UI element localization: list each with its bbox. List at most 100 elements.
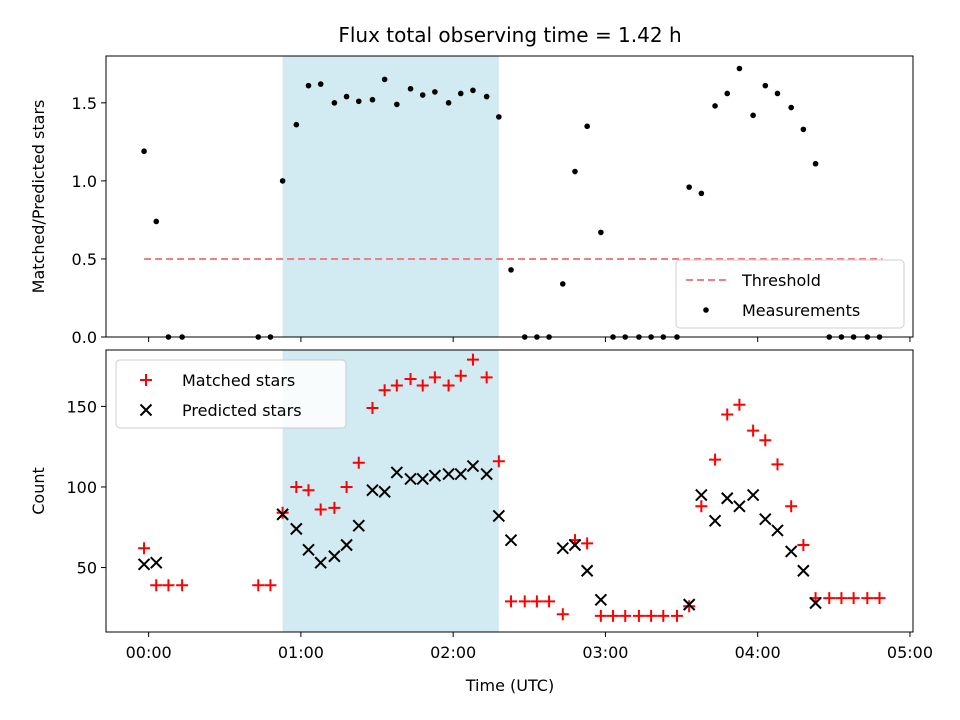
predicted-point [390,466,404,479]
measurement-point [293,121,300,128]
plot-frame-2 [105,349,914,633]
predicted-point [352,519,365,532]
matched-point [733,398,746,411]
measurement-point [317,81,324,87]
measurement-point [686,184,692,190]
predicted-point [480,467,493,481]
measurement-point [559,281,566,287]
measurement-point [762,82,769,89]
matched-point [276,506,289,519]
predicted-point [416,472,429,486]
matched-point [480,371,493,384]
predicted-point [594,593,608,606]
y-tick-label-2-0: 50 [77,559,97,578]
predicted-point [314,556,327,569]
x-tick-label-2: 02:00 [430,643,476,662]
matched-point [150,579,163,592]
matched-point [797,538,810,551]
predicted-point [568,538,582,552]
legend-label-1-0: Threshold [741,271,821,290]
measurement-point [774,90,781,97]
predicted-point [290,522,303,536]
y-tick-label-1-1: 0.5 [72,250,97,269]
matched-point [328,501,341,514]
predicted-point [137,558,151,571]
matched-point [442,379,455,392]
predicted-point [504,533,518,547]
predicted-point [784,545,798,558]
matched-point [581,537,594,550]
matched-point [873,592,886,605]
measurement-point [712,103,718,109]
x-tick-label-0: 00:00 [126,643,172,662]
matched-point [645,609,658,622]
measurement-point [355,98,362,105]
y-tick-label-2-1: 100 [66,478,97,497]
measurement-point [381,76,388,83]
x-tick-label-3: 03:00 [582,643,628,662]
plot-frame-1 [105,55,914,338]
measurement-point [508,267,514,273]
matched-point [759,434,772,447]
predicted-point [492,509,506,523]
predicted-point [721,492,734,505]
predicted-point [809,596,822,610]
legend-label-2-0: Matched stars [182,371,295,390]
matched-point [314,503,327,516]
matched-point [657,609,670,622]
x-tick-label-4: 04:00 [735,643,781,662]
predicted-point [771,524,784,537]
matched-point [378,384,391,397]
matched-point [352,456,365,469]
predicted-point [797,564,810,577]
matched-point [404,373,417,386]
matched-point [530,595,543,608]
measurement-point [750,112,756,119]
measurement-point [457,90,464,97]
matched-point [632,609,645,622]
matched-point [252,579,265,592]
legend-box-1 [675,259,905,329]
measurement-point [394,101,400,108]
matched-point [594,609,607,622]
series-2-1 [138,353,886,622]
predicted-point [733,500,746,513]
matched-point [747,424,760,437]
matched-point [785,500,798,513]
measurement-point [445,100,452,106]
y-tick-label-1-2: 1.0 [72,172,97,191]
measurement-point [483,93,490,100]
measurement-point [812,160,819,167]
matched-point [416,379,429,392]
measurement-point [736,65,743,72]
predicted-point [276,508,289,521]
x-tick-label-5: 05:00 [887,643,933,662]
predicted-point [442,467,455,481]
matched-point [518,595,531,608]
predicted-point [428,469,442,482]
series-2-2 [137,459,822,611]
predicted-point [404,472,417,486]
measurement-point [470,87,476,94]
measurement-point [305,82,312,89]
predicted-point [556,541,569,555]
matched-point [290,480,303,493]
matched-point [709,453,722,466]
legend-2: Matched stars Predicted stars [115,359,347,429]
measurement-point [153,218,160,225]
matched-point [556,608,569,621]
matched-point [138,542,151,555]
y-axis-label-1: Matched/Predicted stars [29,100,48,294]
y-tick-label-1-0: 0.0 [72,328,97,347]
measurement-point [800,126,807,133]
matched-point [454,369,467,382]
matched-point [835,592,848,605]
matched-point [264,579,277,592]
observing-span-1 [282,56,499,337]
predicted-point [759,512,772,526]
legend-marker-matched [140,374,152,386]
measurement-point [343,93,350,100]
predicted-point [302,543,315,557]
measurement-point [419,92,426,98]
